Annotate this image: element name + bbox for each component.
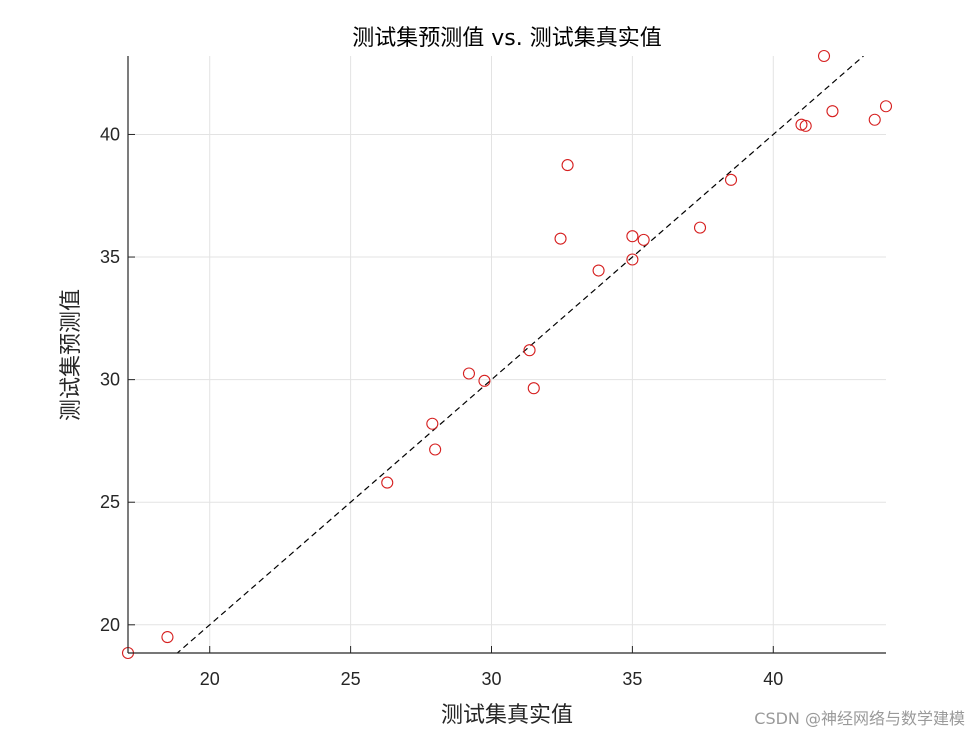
grid xyxy=(128,56,886,653)
data-point xyxy=(478,374,491,387)
data-point xyxy=(426,417,439,430)
data-point xyxy=(724,173,738,186)
data-point xyxy=(637,233,650,246)
data-point xyxy=(826,105,839,118)
y-tick-label: 40 xyxy=(100,124,120,144)
data-point xyxy=(462,367,476,380)
data-point xyxy=(429,443,442,456)
x-axis-title: 测试集真实值 xyxy=(441,703,573,728)
data-point xyxy=(527,382,540,395)
y-tick-label: 20 xyxy=(100,615,120,635)
y-axis-title: 测试集预测值 xyxy=(59,289,84,421)
data-point xyxy=(693,221,707,234)
data-point xyxy=(799,119,812,132)
plot-background xyxy=(128,56,886,653)
x-tick-label: 35 xyxy=(622,669,642,689)
data-point xyxy=(817,49,831,63)
data-point xyxy=(161,631,174,644)
reference-line xyxy=(176,56,864,653)
x-tick-label: 40 xyxy=(763,669,783,689)
reference-line-group xyxy=(176,56,864,653)
x-tick-label: 30 xyxy=(481,669,501,689)
chart-title: 测试集预测值 vs. 测试集真实值 xyxy=(352,26,661,51)
data-point xyxy=(868,113,881,126)
x-tick-labels: 20 25 30 35 40 xyxy=(200,669,784,689)
y-tick-label: 35 xyxy=(100,247,120,267)
y-tick-label: 30 xyxy=(100,370,120,390)
y-tick-label: 25 xyxy=(100,492,120,512)
data-point xyxy=(381,476,394,489)
x-tick-label: 20 xyxy=(200,669,220,689)
x-tick-label: 25 xyxy=(341,669,361,689)
data-point xyxy=(626,230,639,243)
watermark: CSDN @神经网络与数学建模 xyxy=(754,709,965,728)
data-point xyxy=(626,253,639,266)
y-tick-labels: 20 25 30 35 40 xyxy=(100,124,120,634)
data-point xyxy=(592,264,605,277)
data-point xyxy=(523,344,536,357)
data-point xyxy=(561,159,574,172)
data-point xyxy=(879,100,893,113)
data-point xyxy=(554,232,567,245)
axes xyxy=(127,56,886,654)
